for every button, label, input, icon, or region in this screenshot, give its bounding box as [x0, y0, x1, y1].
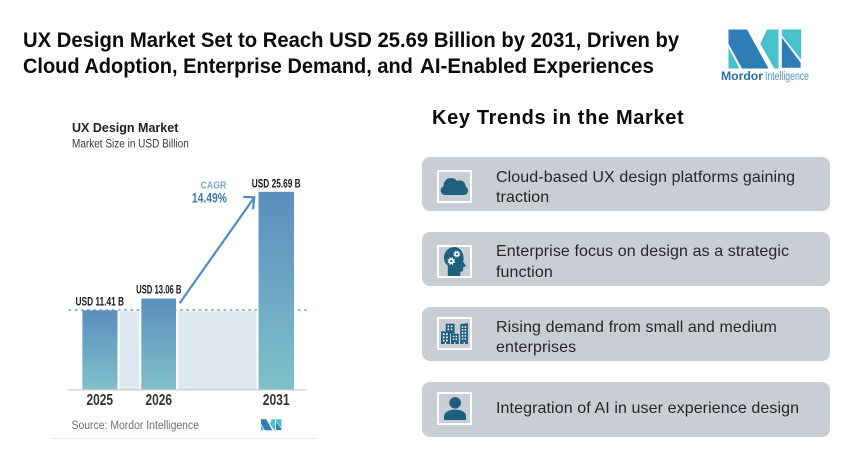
svg-text:UX Design Market: UX Design Market: [72, 120, 179, 135]
svg-text:2025: 2025: [87, 392, 114, 409]
svg-text:USD 25.69 B: USD 25.69 B: [252, 177, 301, 191]
svg-text:2026: 2026: [146, 392, 173, 409]
svg-text:14.49%: 14.49%: [192, 190, 227, 206]
svg-text:2031: 2031: [263, 392, 290, 409]
svg-text:USD 11.41 B: USD 11.41 B: [76, 294, 125, 308]
svg-text:Market Size in USD Billion: Market Size in USD Billion: [72, 137, 189, 151]
svg-text:CAGR: CAGR: [201, 179, 227, 191]
svg-text:Source: Mordor Intelligence: Source: Mordor Intelligence: [72, 420, 200, 432]
svg-text:USD 13.06 B: USD 13.06 B: [136, 282, 182, 296]
svg-text:Mordor: Mordor: [721, 71, 764, 83]
svg-text:Intelligence: Intelligence: [765, 71, 809, 83]
